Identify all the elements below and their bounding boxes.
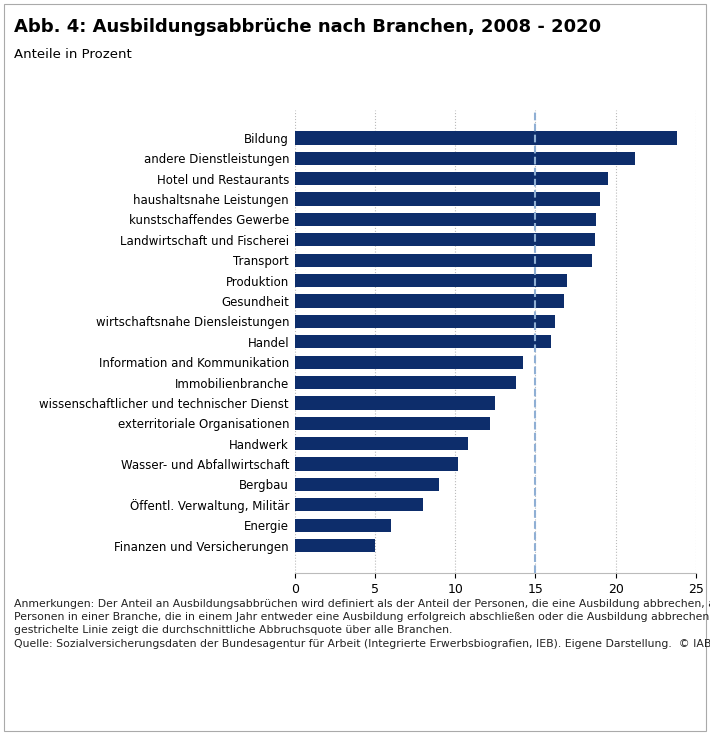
Text: Abb. 4: Ausbildungsabbrüche nach Branchen, 2008 - 2020: Abb. 4: Ausbildungsabbrüche nach Branche… bbox=[14, 18, 601, 36]
Bar bbox=[295, 274, 567, 287]
Bar bbox=[295, 457, 459, 470]
Bar bbox=[295, 376, 516, 389]
Bar bbox=[295, 519, 391, 532]
Bar bbox=[295, 315, 555, 328]
Bar bbox=[295, 254, 591, 267]
Bar bbox=[295, 498, 423, 512]
Bar bbox=[295, 417, 491, 430]
Bar bbox=[295, 233, 595, 246]
Bar bbox=[295, 295, 564, 308]
Bar bbox=[295, 193, 599, 206]
Bar bbox=[295, 356, 523, 369]
Bar bbox=[295, 437, 468, 451]
Bar bbox=[295, 335, 552, 348]
Bar bbox=[295, 172, 608, 185]
Bar bbox=[295, 151, 635, 165]
Bar bbox=[295, 539, 375, 552]
Bar bbox=[295, 132, 677, 145]
Text: Anmerkungen: Der Anteil an Ausbildungsabbrüchen wird definiert als der Anteil de: Anmerkungen: Der Anteil an Ausbildungsab… bbox=[14, 599, 710, 648]
Bar bbox=[295, 213, 596, 226]
Text: Anteile in Prozent: Anteile in Prozent bbox=[14, 48, 132, 61]
Bar bbox=[295, 396, 496, 409]
Bar bbox=[295, 478, 439, 491]
